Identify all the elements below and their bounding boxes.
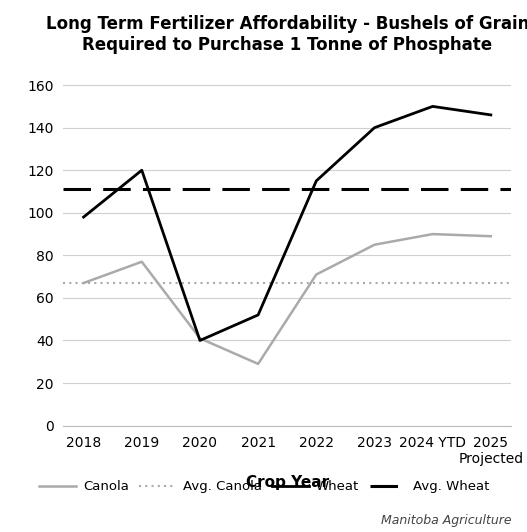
Text: Manitoba Agriculture: Manitoba Agriculture <box>380 514 511 527</box>
Title: Long Term Fertilizer Affordability - Bushels of Grain
Required to Purchase 1 Ton: Long Term Fertilizer Affordability - Bus… <box>45 15 527 54</box>
Legend: Canola, Avg. Canola, Wheat, Avg. Wheat: Canola, Avg. Canola, Wheat, Avg. Wheat <box>34 475 495 498</box>
X-axis label: Crop Year: Crop Year <box>246 475 329 489</box>
